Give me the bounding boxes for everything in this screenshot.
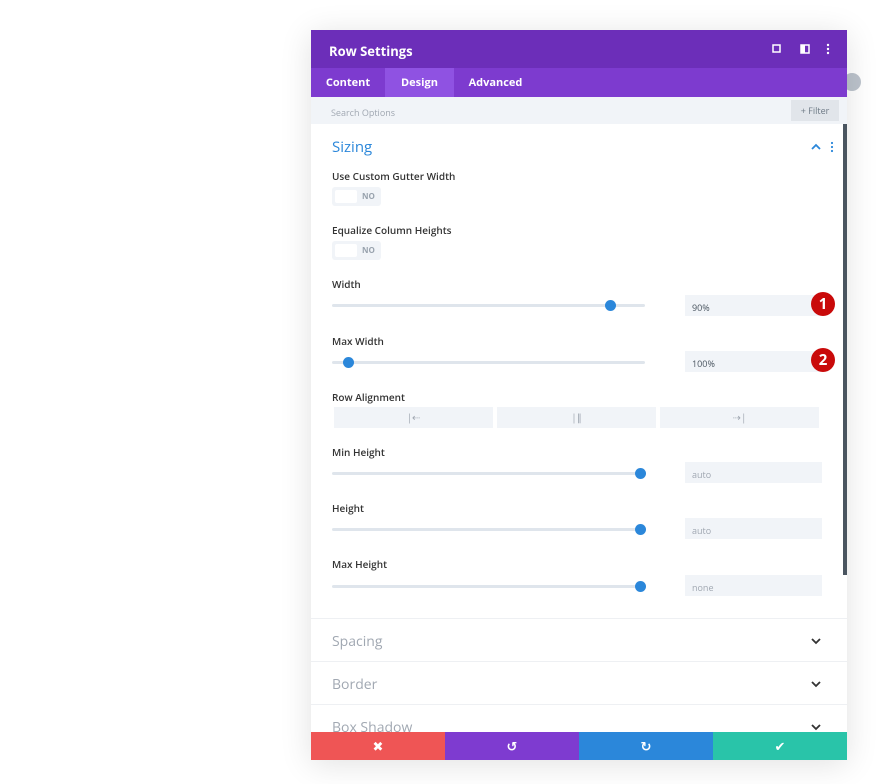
field-label: Max Width bbox=[332, 334, 384, 348]
header-icons bbox=[772, 43, 830, 55]
modal-header: Row Settings bbox=[311, 30, 847, 68]
field-label: Max Height bbox=[332, 557, 388, 571]
undo-button[interactable]: ↺ bbox=[445, 732, 579, 760]
close-handle[interactable] bbox=[843, 73, 861, 91]
toggle-text: NO bbox=[362, 191, 375, 202]
slider[interactable] bbox=[332, 300, 645, 311]
value-input[interactable]: auto bbox=[685, 462, 822, 483]
slider[interactable] bbox=[332, 468, 646, 479]
align-center[interactable]: |‖ bbox=[497, 407, 656, 428]
section-title[interactable]: Spacing bbox=[332, 632, 383, 651]
separator bbox=[311, 661, 847, 662]
slider-knob[interactable] bbox=[635, 468, 646, 479]
slider[interactable] bbox=[332, 357, 645, 368]
slider-knob[interactable] bbox=[635, 524, 646, 535]
scrollbar[interactable] bbox=[843, 124, 847, 575]
toggle[interactable]: NO bbox=[332, 241, 381, 260]
toggle-text: NO bbox=[362, 245, 375, 256]
chevrons[interactable] bbox=[809, 636, 823, 732]
align-right[interactable]: ⇢| bbox=[660, 407, 819, 428]
toggle[interactable]: NO bbox=[332, 187, 381, 206]
value-input[interactable]: none bbox=[685, 575, 822, 596]
badge: 1 bbox=[811, 292, 835, 316]
save-button[interactable]: ✔ bbox=[713, 732, 847, 760]
icon-fullscreen[interactable] bbox=[772, 44, 781, 53]
filter-button[interactable]: + Filter bbox=[791, 100, 839, 121]
tab[interactable]: Content bbox=[325, 75, 371, 90]
field-label: Equalize Column Heights bbox=[332, 223, 452, 237]
value-input[interactable]: 100% bbox=[685, 351, 822, 372]
tab-active[interactable]: Design bbox=[385, 68, 454, 97]
separator bbox=[311, 704, 847, 705]
settings-modal: Row Settings Content Design Advanced Sea… bbox=[311, 30, 847, 760]
align-left[interactable]: |⇠ bbox=[334, 407, 493, 428]
slider-knob[interactable] bbox=[635, 581, 646, 592]
field-label: Row Alignment bbox=[332, 390, 405, 404]
modal-title: Row Settings bbox=[329, 42, 413, 60]
search-input[interactable]: Search Options bbox=[311, 97, 847, 124]
filter-label: Filter bbox=[808, 104, 830, 117]
tab[interactable]: Advanced bbox=[468, 75, 523, 90]
tab-bar: Content Design Advanced bbox=[311, 68, 847, 97]
value-input[interactable]: 90% bbox=[685, 295, 822, 316]
separator bbox=[311, 618, 847, 619]
field-label: Use Custom Gutter Width bbox=[332, 169, 456, 183]
badge: 2 bbox=[811, 348, 835, 372]
field-label: Height bbox=[332, 501, 364, 515]
field-label: Min Height bbox=[332, 445, 385, 459]
slider[interactable] bbox=[332, 524, 646, 535]
redo-button[interactable]: ↻ bbox=[579, 732, 713, 760]
section-title: Sizing bbox=[332, 137, 373, 157]
cancel-button[interactable]: ✖ bbox=[311, 732, 445, 760]
slider-knob[interactable] bbox=[343, 357, 354, 368]
slider-knob[interactable] bbox=[605, 300, 616, 311]
section-controls[interactable] bbox=[809, 140, 837, 154]
value-input[interactable]: auto bbox=[685, 518, 822, 539]
section-title[interactable]: Border bbox=[332, 675, 378, 694]
field-label: Width bbox=[332, 277, 361, 291]
slider[interactable] bbox=[332, 581, 646, 592]
